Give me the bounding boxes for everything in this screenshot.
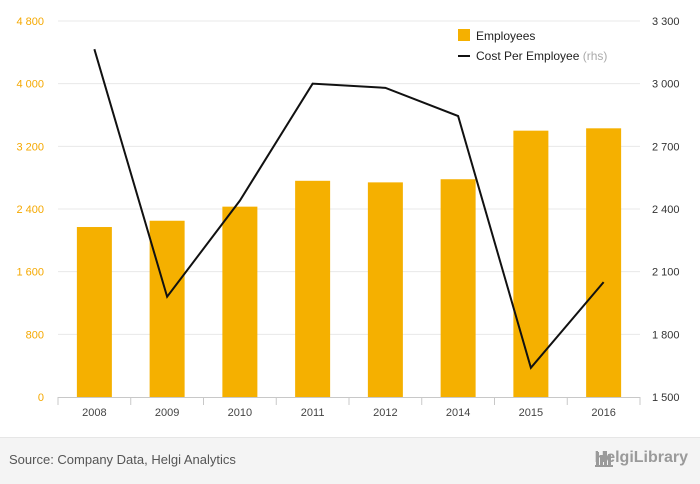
bar — [586, 128, 622, 398]
legend-label-cost-text: Cost Per Employee — [476, 49, 583, 63]
y-left-tick-label: 3 200 — [16, 141, 44, 153]
bar — [513, 130, 549, 397]
legend-label-employees: Employees — [476, 29, 535, 43]
x-tick-label: 2014 — [446, 407, 470, 419]
x-tick-label: 2009 — [155, 407, 179, 419]
legend-swatch-employees — [458, 29, 470, 41]
bar — [440, 179, 476, 397]
x-tick-label: 2015 — [519, 407, 543, 419]
y-left-tick-label: 2 400 — [16, 204, 44, 216]
footer: Source: Company Data, Helgi Analytics He… — [0, 437, 700, 484]
brand-logo[interactable]: HelgiLibrary — [594, 449, 688, 467]
bar — [222, 206, 258, 397]
y-right-tick-label: 2 700 — [652, 141, 680, 153]
x-tick-label: 2012 — [373, 407, 397, 419]
brand-name: HelgiLibrary — [594, 449, 688, 466]
bar — [149, 220, 185, 397]
y-left-tick-label: 0 — [38, 392, 44, 404]
cost-per-employee-line — [93, 48, 605, 370]
legend-label-cost-suffix: (rhs) — [583, 49, 608, 63]
y-left-tick-label: 4 800 — [16, 16, 44, 28]
bar — [76, 227, 112, 397]
y-right-tick-label: 3 000 — [652, 79, 680, 91]
bar — [367, 182, 403, 397]
bar — [295, 180, 331, 397]
x-tick-label: 2010 — [228, 407, 252, 419]
y-right-tick-label: 2 400 — [652, 204, 680, 216]
y-right-tick-label: 1 500 — [652, 392, 680, 404]
chart-canvas: 0 1 500 800 1 800 1 600 2 100 2 400 2 400 3 200 2… — [16, 16, 680, 419]
library-icon — [594, 451, 613, 467]
y-left-tick-label: 1 600 — [16, 267, 44, 279]
y-right-tick-label: 3 300 — [652, 16, 680, 28]
legend-label-cost: Cost Per Employee (rhs) — [476, 49, 607, 63]
x-tick-label: 2008 — [82, 407, 106, 419]
x-tick-label: 2016 — [591, 407, 615, 419]
y-right-tick-label: 2 100 — [652, 267, 680, 279]
y-left-tick-label: 800 — [26, 329, 44, 341]
y-left-tick-label: 4 000 — [16, 79, 44, 91]
x-tick-label: 2011 — [301, 407, 325, 419]
source-text: Source: Company Data, Helgi Analytics — [9, 452, 236, 467]
y-right-tick-label: 1 800 — [652, 329, 680, 341]
